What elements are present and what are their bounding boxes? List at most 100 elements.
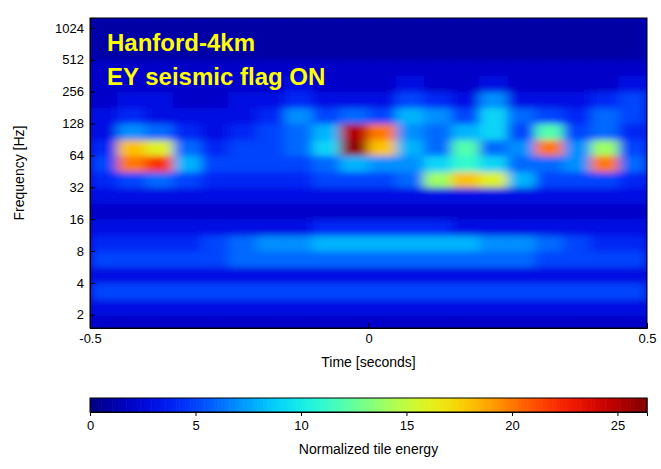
heatmap-cell xyxy=(145,91,174,108)
heatmap-cell xyxy=(257,171,286,188)
heatmap-cell xyxy=(619,27,647,44)
heatmap-cell xyxy=(257,43,286,60)
tick-mark xyxy=(617,412,618,416)
heatmap-cell xyxy=(145,171,174,188)
heatmap-cell xyxy=(535,282,564,299)
heatmap-cell xyxy=(229,314,258,328)
tick: 32 xyxy=(70,180,95,195)
tick: 8 xyxy=(77,244,95,259)
heatmap-cell xyxy=(145,314,174,328)
heatmap-cell xyxy=(479,282,508,299)
heatmap-cell xyxy=(619,75,647,92)
heatmap-cell xyxy=(535,27,564,44)
tick-label: 0.5 xyxy=(638,331,656,346)
heatmap-cell xyxy=(312,43,341,60)
heatmap-cell xyxy=(507,27,536,44)
heatmap-cell xyxy=(201,123,230,140)
heatmap-cell xyxy=(117,299,146,315)
heatmap-cell xyxy=(619,171,647,188)
heatmap-cell xyxy=(145,219,174,236)
heatmap-cell xyxy=(145,155,174,172)
heatmap-cell xyxy=(535,219,564,236)
tick-label: 32 xyxy=(70,180,84,195)
heatmap-cell xyxy=(257,139,286,156)
heatmap-cell xyxy=(479,219,508,236)
heatmap-cell xyxy=(507,139,536,156)
heatmap-cell xyxy=(619,282,647,299)
heatmap-cell xyxy=(312,187,341,204)
heatmap-cell xyxy=(396,59,425,76)
tick: 256 xyxy=(62,84,95,99)
heatmap-cell xyxy=(396,314,425,328)
heatmap-cell xyxy=(257,282,286,299)
heatmap-cell xyxy=(284,27,313,44)
heatmap-cell xyxy=(312,91,341,108)
heatmap-cell xyxy=(535,266,564,283)
heatmap-cell xyxy=(173,171,202,188)
heatmap-cell xyxy=(257,27,286,44)
heatmap-cell xyxy=(284,251,313,268)
tick: 10 xyxy=(294,412,308,433)
tick-label: 16 xyxy=(70,212,84,227)
heatmap-cell xyxy=(424,299,453,315)
heatmap-cell xyxy=(591,107,620,124)
heatmap-cell xyxy=(619,91,647,108)
heatmap-cell xyxy=(479,187,508,204)
heatmap-cell xyxy=(284,171,313,188)
heatmap-cell xyxy=(591,27,620,44)
heatmap-cell xyxy=(396,266,425,283)
heatmap-cell xyxy=(145,107,174,124)
heatmap-cell xyxy=(424,139,453,156)
y-axis-title: Frequency [Hz] xyxy=(11,126,27,221)
heatmap-cell xyxy=(591,282,620,299)
heatmap-cell xyxy=(340,235,369,252)
heatmap-cell xyxy=(507,171,536,188)
heatmap-cell xyxy=(507,59,536,76)
heatmap-cell xyxy=(117,314,146,328)
heatmap-cell xyxy=(117,266,146,283)
heatmap-cell xyxy=(424,235,453,252)
heatmap-cell xyxy=(173,18,202,28)
tick-label: 20 xyxy=(505,418,519,433)
heatmap-cell xyxy=(591,155,620,172)
tick: 25 xyxy=(611,412,625,433)
heatmap-cell xyxy=(396,203,425,220)
heatmap-cell xyxy=(284,139,313,156)
heatmap-cell xyxy=(312,155,341,172)
heatmap-cell xyxy=(312,219,341,236)
heatmap-cell xyxy=(452,75,481,92)
heatmap-cell xyxy=(479,299,508,315)
axis-line xyxy=(91,19,96,329)
heatmap-cell xyxy=(452,18,481,28)
heatmap-cell xyxy=(479,43,508,60)
heatmap-cell xyxy=(284,91,313,108)
tick-label: 0 xyxy=(87,418,94,433)
heatmap-cell xyxy=(284,299,313,315)
tick-mark xyxy=(90,124,95,125)
heatmap-cell xyxy=(591,75,620,92)
heatmap-cell xyxy=(535,235,564,252)
heatmap-cell xyxy=(368,187,397,204)
heatmap-cell xyxy=(424,59,453,76)
heatmap-cell xyxy=(340,107,369,124)
heatmap-cell xyxy=(284,107,313,124)
heatmap-cell xyxy=(452,235,481,252)
heatmap-cell xyxy=(424,75,453,92)
tick-mark xyxy=(90,28,95,29)
heatmap-cell xyxy=(145,266,174,283)
heatmap-cell xyxy=(117,155,146,172)
heatmap-cell xyxy=(368,107,397,124)
colorbar-frame xyxy=(90,398,647,412)
heatmap-cell xyxy=(340,43,369,60)
heatmap-cell xyxy=(368,266,397,283)
heatmap-cell xyxy=(201,203,230,220)
heatmap-cell xyxy=(424,171,453,188)
heatmap-cell xyxy=(145,187,174,204)
heatmap-cell xyxy=(479,18,508,28)
heatmap-cell xyxy=(591,187,620,204)
heatmap-cell xyxy=(396,139,425,156)
heatmap-cell xyxy=(312,266,341,283)
heatmap-cell xyxy=(535,299,564,315)
heatmap-cell xyxy=(424,251,453,268)
heatmap-cell xyxy=(229,139,258,156)
